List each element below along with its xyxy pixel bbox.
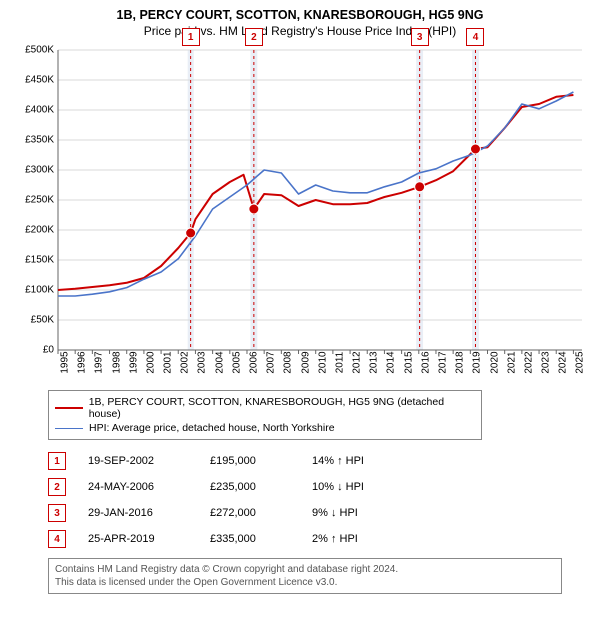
sales-badge: 2: [48, 478, 66, 496]
chart-marker-badge: 2: [245, 28, 263, 46]
legend: 1B, PERCY COURT, SCOTTON, KNARESBOROUGH,…: [48, 390, 482, 440]
legend-swatch: [55, 428, 83, 429]
sales-price: £335,000: [210, 533, 290, 545]
sales-price: £272,000: [210, 507, 290, 519]
sales-date: 29-JAN-2016: [88, 507, 188, 519]
page-subtitle: Price paid vs. HM Land Registry's House …: [12, 24, 588, 38]
chart-marker-badge: 1: [182, 28, 200, 46]
chart-svg: [12, 44, 588, 356]
chart: £0£50K£100K£150K£200K£250K£300K£350K£400…: [12, 44, 588, 384]
sales-price: £235,000: [210, 481, 290, 493]
chart-marker-badge: 4: [466, 28, 484, 46]
legend-label: HPI: Average price, detached house, Nort…: [89, 422, 335, 434]
legend-item: HPI: Average price, detached house, Nort…: [55, 421, 475, 435]
sales-table: 1 19-SEP-2002 £195,000 14% ↑ HPI 2 24-MAY-200…: [48, 448, 588, 552]
sales-row: 2 24-MAY-2006 £235,000 10% ↓ HPI: [48, 474, 588, 500]
footer-line: This data is licensed under the Open Gov…: [55, 576, 555, 589]
sales-price: £195,000: [210, 455, 290, 467]
legend-label: 1B, PERCY COURT, SCOTTON, KNARESBOROUGH,…: [89, 396, 475, 420]
legend-swatch: [55, 407, 83, 409]
sales-diff: 10% ↓ HPI: [312, 481, 402, 493]
sales-diff: 9% ↓ HPI: [312, 507, 402, 519]
sales-row: 4 25-APR-2019 £335,000 2% ↑ HPI: [48, 526, 588, 552]
page-title: 1B, PERCY COURT, SCOTTON, KNARESBOROUGH,…: [12, 8, 588, 22]
sales-diff: 14% ↑ HPI: [312, 455, 402, 467]
sales-row: 1 19-SEP-2002 £195,000 14% ↑ HPI: [48, 448, 588, 474]
sales-badge: 4: [48, 530, 66, 548]
footer-line: Contains HM Land Registry data © Crown c…: [55, 563, 555, 576]
footer-attribution: Contains HM Land Registry data © Crown c…: [48, 558, 562, 594]
sales-diff: 2% ↑ HPI: [312, 533, 402, 545]
page: 1B, PERCY COURT, SCOTTON, KNARESBOROUGH,…: [0, 0, 600, 620]
legend-item: 1B, PERCY COURT, SCOTTON, KNARESBOROUGH,…: [55, 395, 475, 421]
sales-date: 19-SEP-2002: [88, 455, 188, 467]
sales-badge: 3: [48, 504, 66, 522]
chart-marker-badge: 3: [411, 28, 429, 46]
sales-date: 24-MAY-2006: [88, 481, 188, 493]
sales-date: 25-APR-2019: [88, 533, 188, 545]
sales-badge: 1: [48, 452, 66, 470]
sales-row: 3 29-JAN-2016 £272,000 9% ↓ HPI: [48, 500, 588, 526]
